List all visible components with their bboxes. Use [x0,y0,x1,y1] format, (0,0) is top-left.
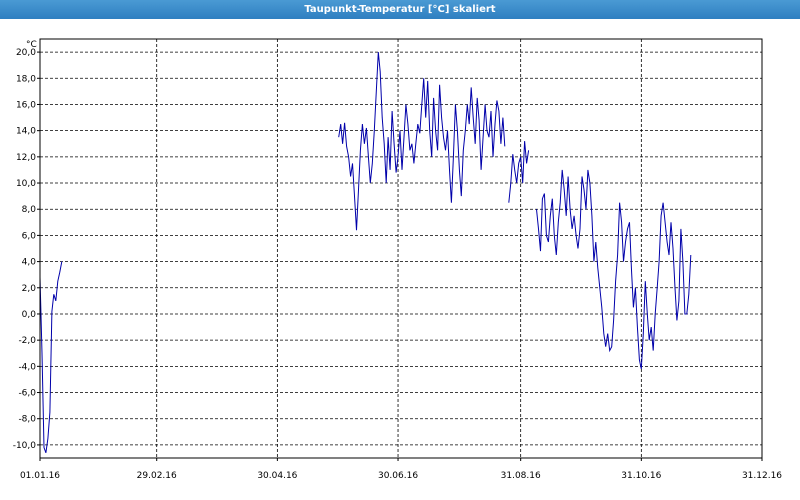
series-line-segment [338,52,506,231]
y-tick-label: 20,0 [16,48,36,58]
y-tick-label: -6,0 [18,389,36,399]
series-line-segment [39,261,63,453]
window-title: Taupunkt-Temperatur [°C] skaliert [0,0,800,19]
y-tick-label: -2,0 [18,336,36,346]
series-line-segment [536,169,692,370]
y-tick-label: 12,0 [16,153,36,163]
y-tick-label: 14,0 [16,127,36,137]
series-lines [39,52,692,453]
y-tick-label: 6,0 [22,231,37,241]
dew-point-chart: 20,0 18,0 16,0 14,0 12,0 10,0 8,0 6,0 4,0 2,0 0,0 -… [13,38,782,481]
y-tick-label: 4,0 [22,258,37,268]
y-tick-label: -10,0 [13,441,37,451]
series-line-segment [508,141,530,203]
y-tick-label: 2,0 [22,284,37,294]
y-tick-label: 18,0 [16,74,36,84]
x-tick-label: 30.06.16 [378,471,418,481]
x-tick-labels: 01.01.16 29.02.16 30.04.16 30.06.16 31.08.16… [20,471,782,481]
plot-frame [39,38,763,459]
y-tick-label: 8,0 [22,205,37,215]
x-tick-label: 29.02.16 [137,471,177,481]
grid [37,39,763,461]
x-tick-label: 30.04.16 [257,471,297,481]
y-tick-label: -8,0 [18,415,36,425]
x-tick-label: 31.12.16 [742,471,782,481]
y-tick-label: 16,0 [16,100,36,110]
y-unit-label: °C [26,40,37,50]
y-tick-label: -4,0 [18,362,36,372]
x-tick-label: 31.08.16 [501,471,541,481]
x-tick-label: 01.01.16 [20,471,60,481]
x-tick-label: 31.10.16 [621,471,661,481]
y-tick-label: 10,0 [16,179,36,189]
y-tick-labels: 20,0 18,0 16,0 14,0 12,0 10,0 8,0 6,0 4,0 2,0 0,0 -… [13,48,37,451]
y-tick-label: 0,0 [22,310,37,320]
